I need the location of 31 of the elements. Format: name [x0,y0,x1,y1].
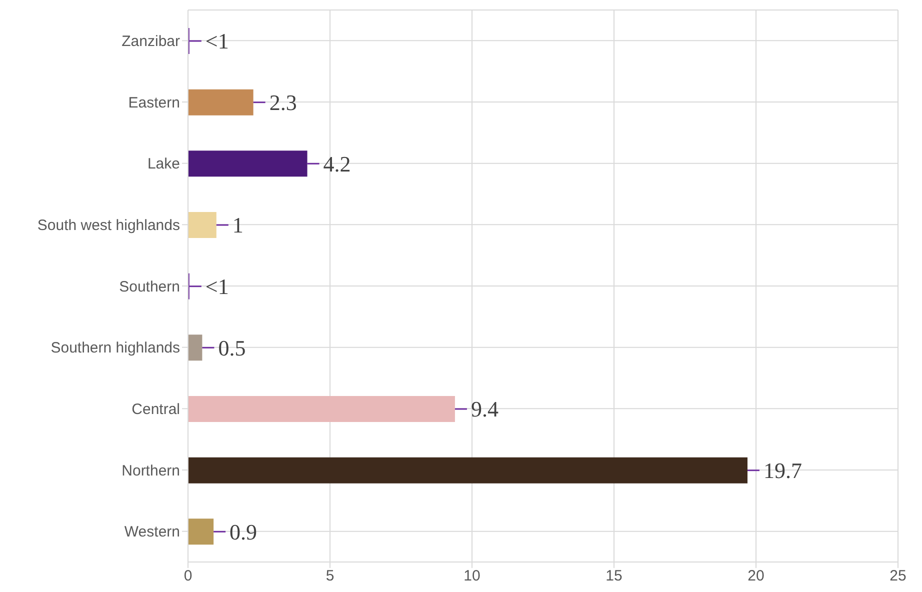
bar [188,518,214,545]
y-tick-label: Eastern [128,94,180,112]
x-tick-label: 15 [606,568,622,585]
data-label: 0.5 [218,335,246,360]
data-label: 4.2 [323,151,351,176]
y-tick-label: Northern [122,462,180,480]
data-label: 9.4 [470,396,498,422]
bar [188,150,308,177]
data-label: 19.7 [763,458,802,484]
y-tick-label: Zanzibar [122,32,180,50]
y-tick-label: Southern highlands [50,340,180,357]
y-tick-label: Central [132,400,180,418]
data-label: 0.9 [230,519,258,544]
y-tick-label: Southern [119,278,180,296]
bar [188,457,748,484]
y-tick-label: Western [124,524,180,541]
x-tick-label: 20 [748,568,764,585]
x-tick-label: 0 [184,568,192,585]
data-label: 1 [232,212,244,238]
x-tick-label: 5 [326,568,334,585]
bar [188,396,455,422]
y-tick-label: Lake [147,156,180,173]
data-label: <1 [205,28,229,54]
bar [188,212,216,238]
data-label: 2.3 [269,90,297,116]
bar [188,89,254,116]
data-label: <1 [205,274,229,300]
bar [188,334,202,361]
y-tick-label: South west highlands [37,216,180,234]
x-tick-label: 10 [464,568,480,585]
x-tick-label: 25 [890,568,906,585]
